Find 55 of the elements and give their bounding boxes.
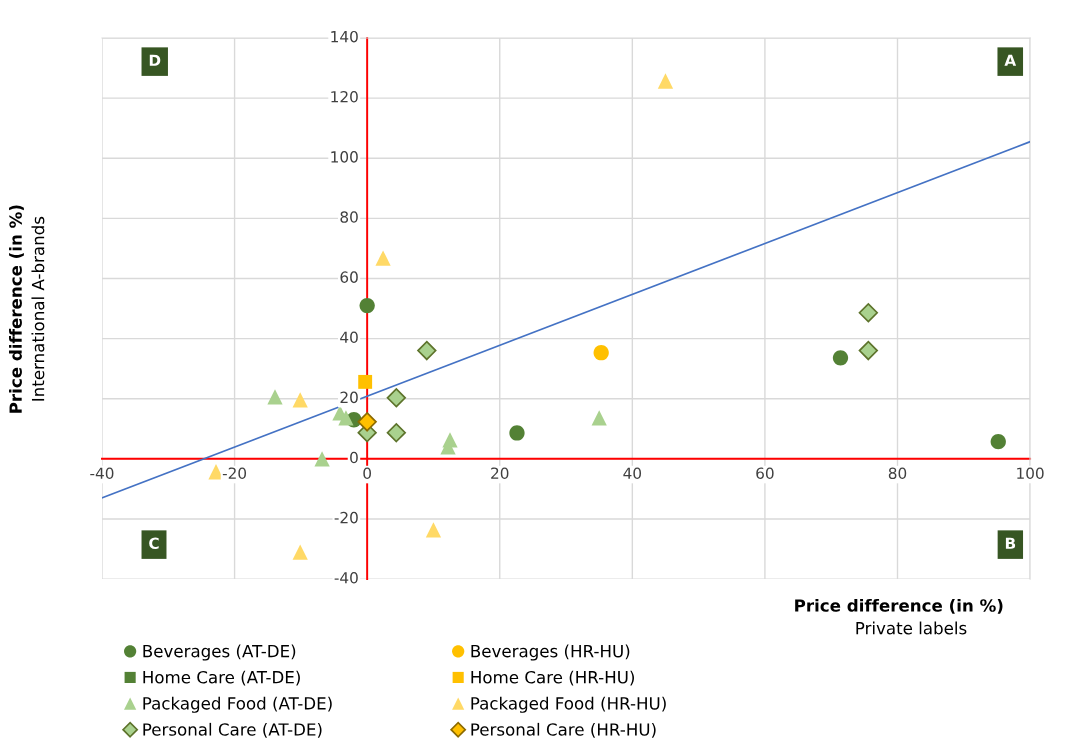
y-tick-label: 120 [331,91,358,103]
legend-label: Home Care (AT-DE) [143,670,300,686]
point [657,73,674,89]
y-tick-label: -40 [334,571,358,584]
text: International A-brands [31,216,45,401]
legend-label: Packaged Food (HR-HU) [471,696,666,713]
y-tick-label: 20 [340,391,358,404]
x-axis-title: Price difference (in %) [795,598,1003,614]
text: Private labels [856,621,967,635]
annotation: D [149,54,161,66]
point [425,522,442,538]
point [990,434,1006,450]
point [386,388,407,408]
legend-label: Beverages (HR-HU) [471,644,630,661]
point [509,425,525,441]
point [292,544,308,560]
point [267,389,283,405]
annotation: C [149,537,159,550]
point [593,345,609,361]
legend-label: Packaged Food (AT-DE) [143,696,332,713]
point [375,250,391,266]
y-tick-label: 40 [340,331,358,344]
x-tick-label: 0 [363,467,372,479]
y-tick-label: 140 [331,30,358,43]
x-tick-label: -20 [222,467,247,479]
legend-label: Personal Care (HR-HU) [471,722,656,738]
point [858,340,879,361]
x-tick-label: 80 [888,467,907,479]
legend-label: Beverages (AT-DE) [143,644,296,661]
point [357,412,377,432]
legend-label: Personal Care (AT-DE) [143,722,322,738]
y-tick-label: 80 [340,211,358,223]
annotation: B [1005,537,1016,549]
y-tick-label: -20 [334,511,358,524]
x-tick-label: 20 [491,467,509,479]
point [591,410,607,426]
point [314,451,330,467]
point [358,374,373,389]
point [832,350,849,366]
point [338,410,354,426]
y-axis-title: Price difference (in %) [9,205,24,413]
point [858,303,879,323]
x-tick-label: 60 [756,467,774,479]
point [359,297,375,314]
y-tick-label: 100 [331,151,358,163]
point [386,423,407,443]
point [417,340,437,361]
point [292,392,308,408]
annotation: A [1004,54,1017,66]
x-tick-label: 100 [1017,467,1044,479]
x-tick-label: 40 [623,467,642,479]
legend-label: Home Care (HR-HU) [471,670,634,686]
x-tick-label: -40 [90,467,114,479]
y-tick-label: 0 [350,451,358,464]
y-tick-label: 60 [340,271,358,283]
